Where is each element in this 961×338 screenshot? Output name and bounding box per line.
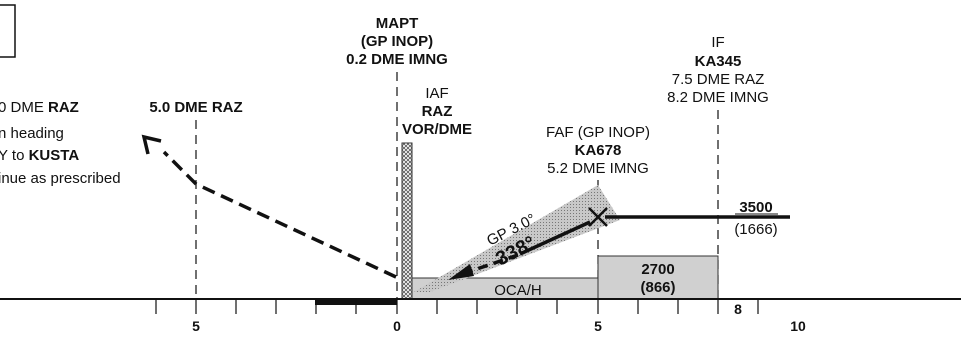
descent-arrowhead-icon bbox=[448, 264, 474, 280]
missed-approach-note-line3: Y to KUSTA bbox=[0, 147, 79, 164]
frame-corner bbox=[0, 4, 16, 58]
faf-label: FAF (GP INOP) bbox=[546, 124, 650, 141]
initial-altitude: 3500 bbox=[739, 199, 772, 216]
intermediate-altitude-box bbox=[597, 255, 719, 300]
dme-5-raz-label: 5.0 DME RAZ bbox=[149, 99, 242, 116]
faf-dme: 5.2 DME IMNG bbox=[547, 160, 649, 177]
distance-label-5-right: 5 bbox=[594, 318, 602, 334]
mapt-dme: 0.2 DME IMNG bbox=[346, 51, 448, 68]
distance-label-10: 10 bbox=[790, 318, 806, 334]
intermediate-altitude: 2700 bbox=[641, 261, 674, 278]
if-raz-dme: 7.5 DME RAZ bbox=[672, 71, 765, 88]
oca-label: OCA/H bbox=[494, 282, 542, 299]
iaf-raz: RAZ bbox=[422, 103, 453, 120]
missed-approach-note-line1: 0 DME RAZ bbox=[0, 99, 79, 116]
initial-height: (1666) bbox=[734, 221, 777, 238]
distance-ticks bbox=[155, 299, 759, 314]
intermediate-height: (866) bbox=[640, 279, 675, 296]
missed-approach-path-lower bbox=[195, 182, 397, 279]
descent-path-solid bbox=[519, 220, 591, 256]
glidepath-wedge bbox=[414, 185, 620, 292]
missed-approach-path-upper bbox=[162, 150, 198, 186]
distance-label-5-left: 5 bbox=[192, 318, 200, 334]
mapt-gp-inop: (GP INOP) bbox=[361, 33, 433, 50]
distance-label-8: 8 bbox=[734, 301, 742, 317]
missed-approach-note-line4: inue as prescribed bbox=[0, 170, 121, 187]
if-imng-dme: 8.2 DME IMNG bbox=[667, 89, 769, 106]
if-ka345: KA345 bbox=[695, 53, 742, 70]
faf-cross-icon bbox=[588, 207, 608, 227]
distance-label-0: 0 bbox=[393, 318, 401, 334]
iaf-label: IAF bbox=[425, 85, 448, 102]
missed-approach-note-line2: n heading bbox=[0, 125, 64, 142]
mapt-label: MAPT bbox=[376, 15, 419, 32]
mapt-runway-bar bbox=[401, 142, 413, 300]
faf-ka678: KA678 bbox=[575, 142, 622, 159]
if-label: IF bbox=[711, 34, 724, 51]
missed-approach-arrowhead-icon bbox=[141, 134, 162, 155]
iaf-vor-dme: VOR/DME bbox=[402, 121, 472, 138]
descent-path-dashed bbox=[467, 253, 519, 274]
